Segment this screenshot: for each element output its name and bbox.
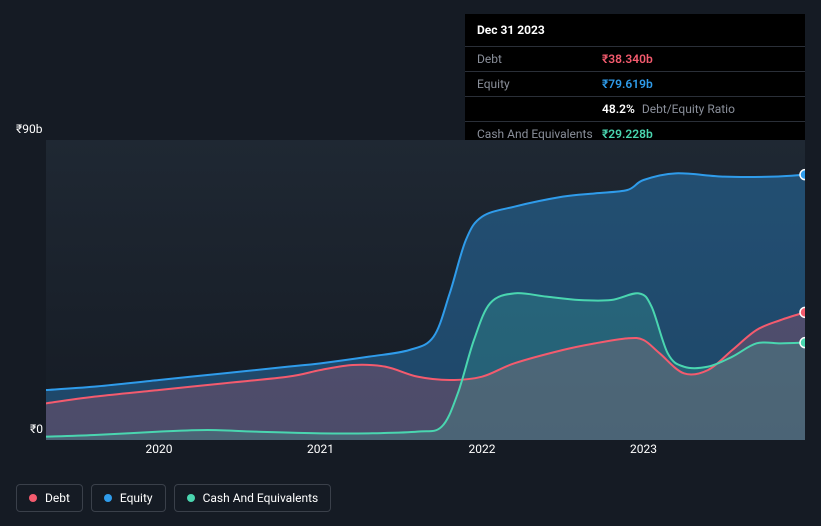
x-axis-tick: 2023 xyxy=(630,442,657,456)
tooltip-row-equity: Equity ₹79.619b xyxy=(465,72,805,97)
debt-equity-chart[interactable]: ₹90b ₹0 2020 2021 2022 2023 xyxy=(16,120,805,470)
legend-label: Cash And Equivalents xyxy=(203,491,319,505)
chart-plot-area[interactable] xyxy=(46,140,805,440)
legend-label: Debt xyxy=(45,491,70,505)
chart-legend: Debt Equity Cash And Equivalents xyxy=(16,484,331,512)
y-axis-label-top: ₹90b xyxy=(16,122,42,136)
tooltip-date: Dec 31 2023 xyxy=(465,14,805,47)
tooltip-sublabel: Debt/Equity Ratio xyxy=(642,102,735,116)
x-axis-tick: 2021 xyxy=(307,442,334,456)
tooltip-value: 48.2% xyxy=(602,102,635,116)
legend-dot-icon xyxy=(187,494,195,502)
legend-item-cash[interactable]: Cash And Equivalents xyxy=(174,484,332,512)
y-axis-label-bottom: ₹0 xyxy=(30,422,43,436)
legend-dot-icon xyxy=(29,494,37,502)
legend-label: Equity xyxy=(120,491,153,505)
tooltip-label: Debt xyxy=(477,53,602,65)
legend-dot-icon xyxy=(104,494,112,502)
legend-item-equity[interactable]: Equity xyxy=(91,484,166,512)
x-axis-tick: 2020 xyxy=(146,442,173,456)
tooltip-row-ratio: 48.2% Debt/Equity Ratio xyxy=(465,97,805,122)
tooltip-value: ₹38.340b xyxy=(602,53,653,65)
legend-item-debt[interactable]: Debt xyxy=(16,484,83,512)
tooltip-label xyxy=(477,103,602,115)
tooltip-label: Equity xyxy=(477,78,602,90)
x-axis: 2020 2021 2022 2023 xyxy=(46,442,805,462)
tooltip-value: ₹79.619b xyxy=(602,78,653,90)
x-axis-tick: 2022 xyxy=(469,442,496,456)
tooltip-row-debt: Debt ₹38.340b xyxy=(465,47,805,72)
